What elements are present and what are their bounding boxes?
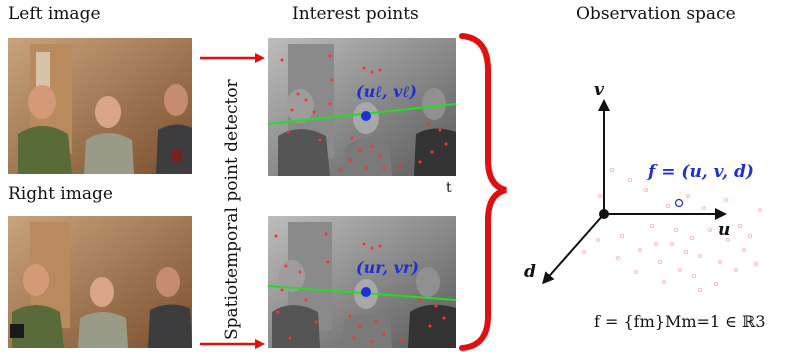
time-marker: t xyxy=(446,180,452,196)
observation-space-label: Observation space xyxy=(576,4,736,24)
right-point-label: (ur, vr) xyxy=(356,258,419,277)
left-image xyxy=(8,38,192,174)
feature-set-equation: f = {fm}Mm=1 ∈ ℝ3 xyxy=(594,312,766,331)
detector-label: Spatiotemporal point detector xyxy=(222,79,242,340)
axis-u-label: u xyxy=(718,220,731,240)
axes xyxy=(542,99,727,285)
interest-image-top xyxy=(267,38,457,176)
right-image xyxy=(8,216,192,348)
left-point-label: (uℓ, vℓ) xyxy=(356,82,417,101)
feature-point xyxy=(674,198,684,208)
red-brace-icon xyxy=(459,33,507,351)
interest-points-label: Interest points xyxy=(292,4,419,24)
observation-scatter xyxy=(582,168,762,292)
left-image-label: Left image xyxy=(8,4,101,24)
feature-equation: f = (u, v, d) xyxy=(648,162,754,182)
axis-v-label: v xyxy=(594,80,604,100)
right-image-label: Right image xyxy=(8,184,113,204)
interest-image-bottom xyxy=(267,216,457,348)
axis-d-label: d xyxy=(524,262,536,282)
